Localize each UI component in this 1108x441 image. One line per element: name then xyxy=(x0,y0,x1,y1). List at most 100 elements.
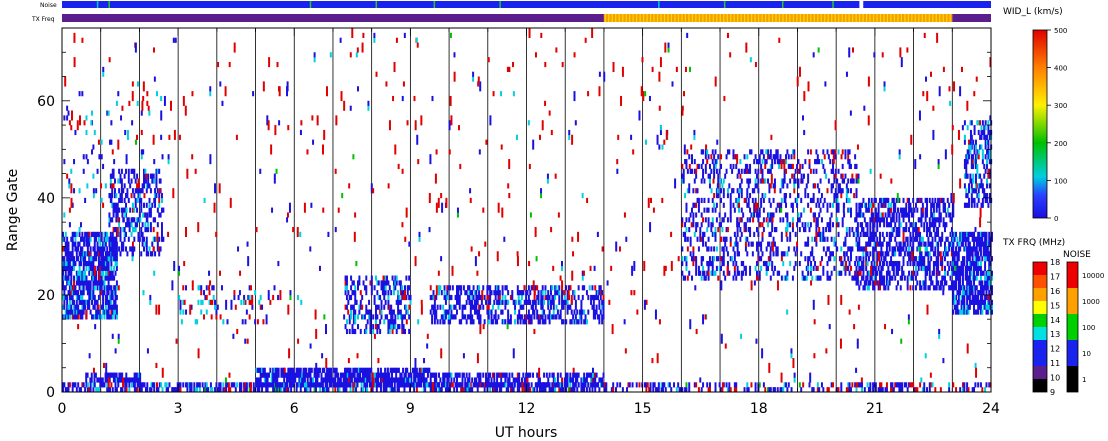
data-cell xyxy=(919,285,922,291)
data-cell xyxy=(711,222,714,228)
data-cell xyxy=(370,367,373,373)
data-cell xyxy=(729,193,732,199)
data-cell xyxy=(75,387,78,393)
data-cell xyxy=(877,212,880,218)
data-cell xyxy=(359,299,362,305)
data-cell xyxy=(768,183,771,189)
data-cell xyxy=(720,265,723,271)
data-cell xyxy=(758,212,761,218)
data-cell xyxy=(443,285,446,291)
data-cell xyxy=(703,231,706,237)
data-cell xyxy=(807,193,810,199)
data-cell xyxy=(186,387,189,393)
data-cell xyxy=(932,202,935,208)
data-cell xyxy=(590,372,593,378)
data-cell xyxy=(92,304,95,310)
data-cell xyxy=(574,372,577,378)
data-cell xyxy=(744,246,747,252)
data-cell xyxy=(891,387,894,393)
data-cell xyxy=(870,236,873,242)
data-cell xyxy=(883,256,886,262)
data-cell xyxy=(297,382,299,388)
data-cell xyxy=(489,299,492,305)
txfreq-bar-segment xyxy=(603,14,953,22)
data-cell xyxy=(963,304,966,310)
data-cell xyxy=(602,299,605,305)
data-cell xyxy=(587,372,590,378)
data-cell xyxy=(833,193,836,199)
data-cell xyxy=(74,304,77,310)
data-cell xyxy=(130,217,133,223)
data-cell xyxy=(94,372,97,378)
data-cell xyxy=(103,290,106,296)
data-cell xyxy=(262,372,265,378)
data-cell xyxy=(697,197,700,204)
data-cell xyxy=(715,202,718,208)
data-cell xyxy=(522,372,525,378)
data-cell xyxy=(108,222,111,228)
txfreq-bar xyxy=(62,14,991,22)
data-cell xyxy=(115,207,118,213)
data-cell xyxy=(757,188,760,194)
data-cell xyxy=(961,256,964,262)
data-cell xyxy=(67,270,70,276)
data-cell xyxy=(772,183,775,189)
data-cell xyxy=(81,309,84,315)
data-cell xyxy=(935,202,938,208)
data-cell xyxy=(713,270,716,276)
noise-bar-tick xyxy=(309,1,312,8)
data-cell xyxy=(979,270,982,276)
data-cell xyxy=(424,367,427,373)
data-cell xyxy=(92,173,95,179)
data-cell xyxy=(581,377,584,383)
data-cell xyxy=(970,260,973,267)
data-cell xyxy=(786,251,789,257)
data-cell xyxy=(765,159,768,165)
data-cell xyxy=(631,382,634,388)
data-cell xyxy=(326,377,329,383)
data-cell xyxy=(504,319,507,325)
data-cell xyxy=(501,299,504,305)
data-cell xyxy=(140,149,143,155)
data-cell xyxy=(376,324,379,330)
data-cell xyxy=(826,202,829,208)
data-cell xyxy=(394,319,397,325)
data-cell xyxy=(973,285,976,291)
data-cell xyxy=(722,193,725,199)
data-cell xyxy=(693,159,696,165)
data-cell xyxy=(93,294,96,301)
data-cell xyxy=(443,294,446,301)
data-cell xyxy=(708,256,711,262)
data-cell xyxy=(102,251,105,257)
data-cell xyxy=(489,382,492,388)
data-cell xyxy=(834,168,837,174)
data-cell xyxy=(99,285,102,291)
data-cell xyxy=(916,270,919,276)
data-cell xyxy=(601,304,604,310)
data-cell xyxy=(382,387,385,393)
data-cell xyxy=(899,251,902,257)
data-cell xyxy=(82,382,85,388)
data-cell xyxy=(136,387,139,393)
data-cell xyxy=(873,231,876,237)
data-cell xyxy=(200,299,203,305)
data-cell xyxy=(429,285,432,291)
data-cell xyxy=(909,222,912,228)
data-cell xyxy=(743,226,746,233)
data-cell xyxy=(852,231,855,237)
data-cell xyxy=(732,149,735,155)
data-cell xyxy=(985,256,988,262)
data-cell xyxy=(498,299,501,305)
data-cell xyxy=(518,377,521,383)
data-cell xyxy=(785,202,787,208)
data-cell xyxy=(700,222,703,228)
data-cell xyxy=(388,377,391,383)
data-cell xyxy=(822,231,825,237)
data-cell xyxy=(115,314,118,320)
data-cell xyxy=(942,202,945,208)
data-cell xyxy=(68,120,71,126)
data-cell xyxy=(285,382,288,388)
data-cell xyxy=(497,314,500,320)
data-cell xyxy=(96,387,99,393)
data-cell xyxy=(106,265,109,271)
